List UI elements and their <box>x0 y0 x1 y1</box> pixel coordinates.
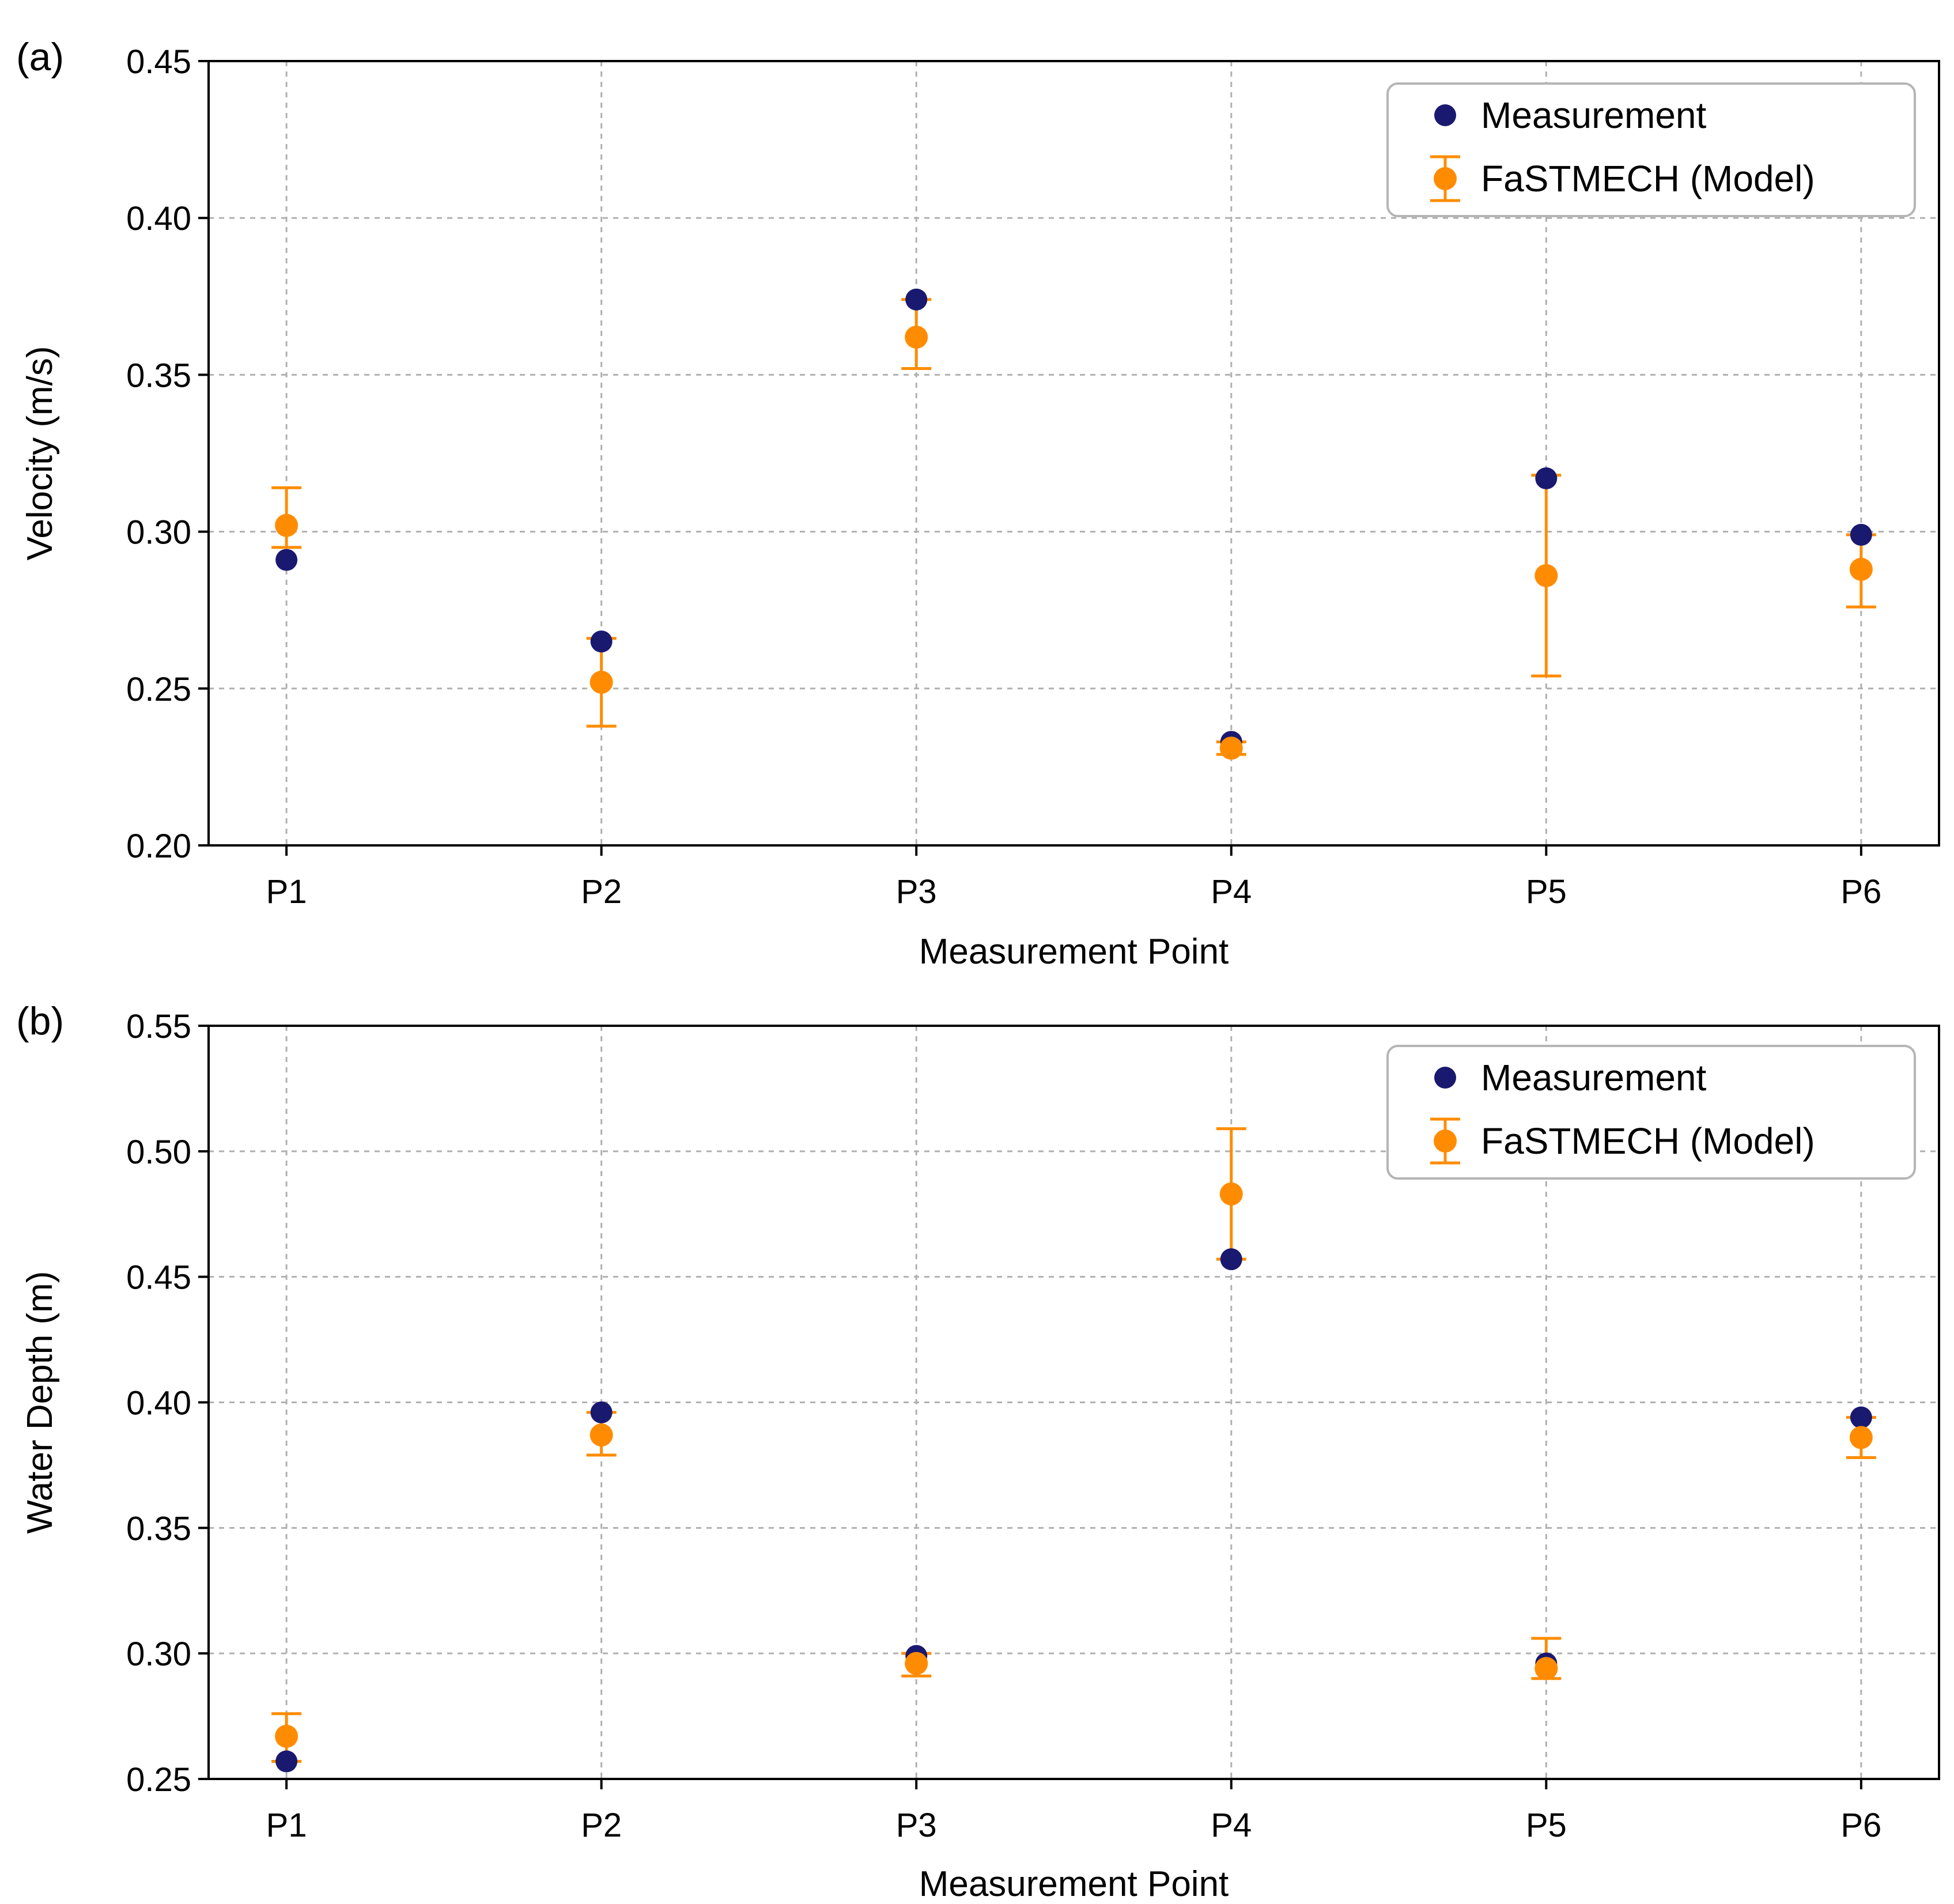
model-point <box>275 513 298 537</box>
model-point <box>589 670 613 694</box>
x-tick-label: P3 <box>896 1807 937 1844</box>
x-tick-label: P4 <box>1211 1807 1252 1844</box>
measurement-point <box>275 1750 298 1773</box>
x-tick-label: P2 <box>581 1807 622 1844</box>
x-axis-title: Measurement Point <box>919 1864 1229 1904</box>
y-axis-title: Velocity (m/s) <box>20 346 60 560</box>
x-tick-label: P1 <box>266 1807 307 1844</box>
model-point <box>905 1652 928 1675</box>
model-point <box>1849 557 1873 581</box>
plot-frame <box>207 60 1940 847</box>
model-point <box>905 326 928 349</box>
y-tick-label: 0.25 <box>126 671 191 708</box>
y-tick-label: 0.30 <box>126 514 191 551</box>
x-tick-label: P3 <box>896 873 937 911</box>
model-point <box>1219 736 1243 760</box>
legend-box <box>1386 82 1916 217</box>
measurement-point <box>905 288 928 311</box>
x-tick-label: P1 <box>266 873 307 911</box>
x-tick-label: P5 <box>1526 873 1567 911</box>
x-tick-label: P4 <box>1211 873 1252 911</box>
y-tick-label: 0.25 <box>126 1761 191 1799</box>
x-tick-label: P6 <box>1840 1807 1881 1844</box>
legend-measurement-label: Measurement <box>1481 95 1707 136</box>
legend-model-label: FaSTMECH (Model) <box>1481 158 1815 199</box>
measurement-point <box>1850 524 1872 546</box>
legend-box <box>1386 1045 1916 1180</box>
legend-measurement-marker <box>1434 1067 1456 1089</box>
measurement-point <box>590 1401 613 1423</box>
x-tick-label: P5 <box>1526 1807 1567 1844</box>
y-tick-label: 0.50 <box>126 1134 191 1171</box>
x-axis-title: Measurement Point <box>919 932 1229 972</box>
panel-label: (a) <box>16 35 64 79</box>
y-axis-title: Water Depth (m) <box>20 1271 60 1534</box>
panel-label: (b) <box>16 999 64 1043</box>
model-point <box>1219 1182 1243 1206</box>
measurement-point <box>1535 467 1558 490</box>
legend-model-marker <box>1434 1129 1457 1153</box>
x-tick-label: P6 <box>1840 873 1881 911</box>
legend-model-marker <box>1434 167 1457 190</box>
y-tick-label: 0.40 <box>126 200 191 237</box>
measurement-point <box>275 549 298 571</box>
y-tick-label: 0.35 <box>126 1510 191 1547</box>
model-point <box>1535 1657 1558 1680</box>
panel-a-velocity-chart: 0.20 0.25 0.30 0.35 0.40 0.45 P1 P2 P3 P4 P5 P6 Meas… <box>16 35 1940 972</box>
y-tick-label: 0.45 <box>126 43 191 81</box>
panel-b-water-depth-chart: 0.25 0.30 0.35 0.40 0.45 0.50 0.55 P1 P2 P3 P4 P5 P6… <box>16 999 1940 1904</box>
model-point <box>1535 564 1558 587</box>
y-tick-label: 0.30 <box>126 1635 191 1673</box>
legend-measurement-label: Measurement <box>1481 1057 1707 1098</box>
legend-measurement-marker <box>1434 104 1456 126</box>
y-tick-label: 0.40 <box>126 1385 191 1422</box>
measurement-point <box>1850 1406 1872 1429</box>
model-point <box>589 1423 613 1447</box>
x-tick-label: P2 <box>581 873 622 911</box>
legend: Measurement FaSTMECH (Model) <box>1386 82 1916 217</box>
legend: Measurement FaSTMECH (Model) <box>1386 1045 1916 1180</box>
legend-model-label: FaSTMECH (Model) <box>1481 1120 1815 1162</box>
measurement-point <box>590 630 613 653</box>
model-point <box>1849 1426 1873 1449</box>
y-tick-label: 0.45 <box>126 1259 191 1297</box>
y-tick-label: 0.20 <box>126 828 191 865</box>
y-tick-label: 0.55 <box>126 1008 191 1045</box>
measurement-point <box>1220 1248 1242 1271</box>
model-point <box>275 1724 298 1748</box>
y-tick-label: 0.35 <box>126 357 191 394</box>
